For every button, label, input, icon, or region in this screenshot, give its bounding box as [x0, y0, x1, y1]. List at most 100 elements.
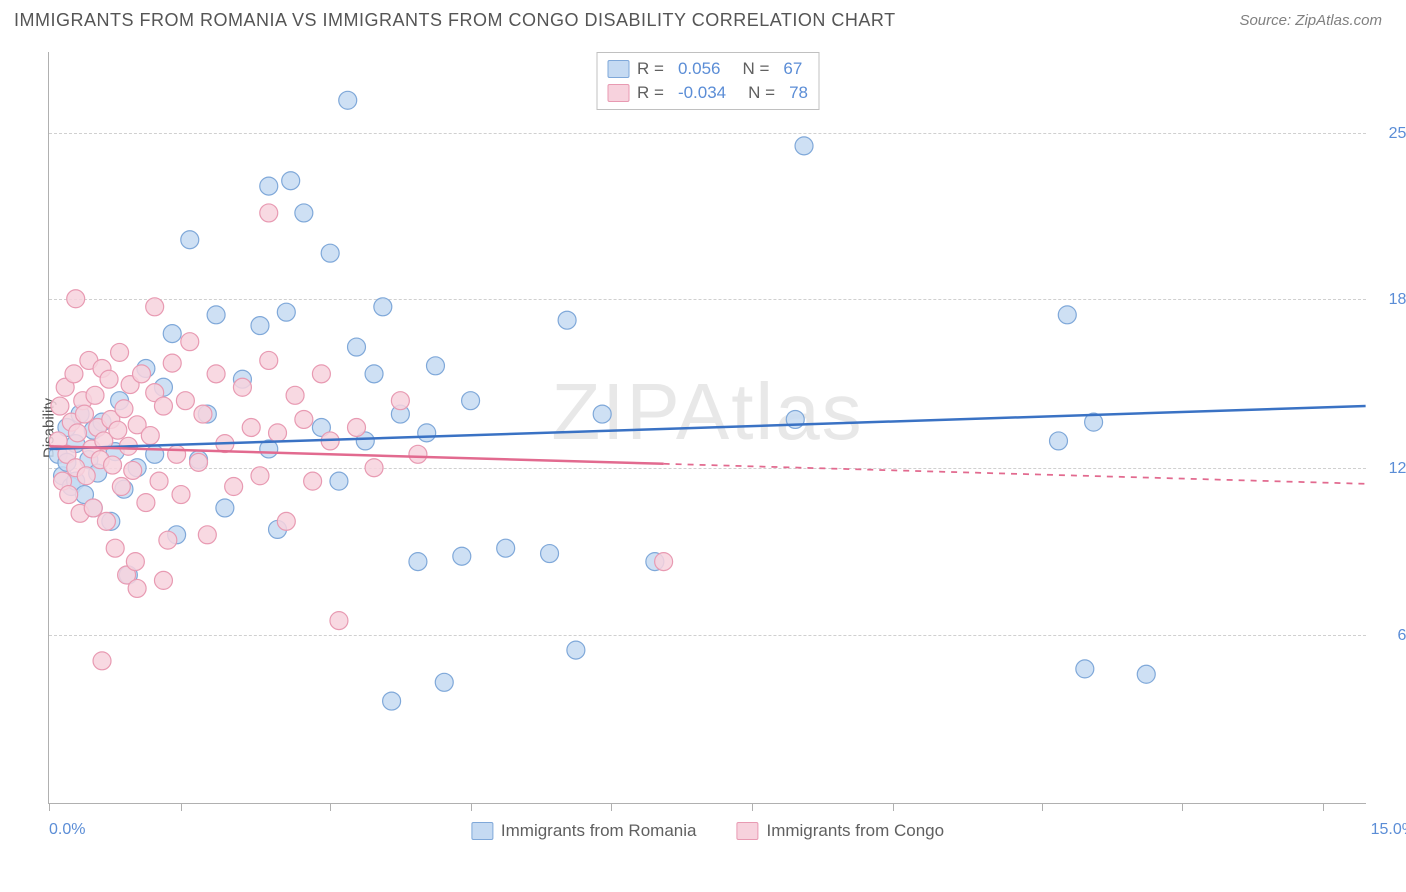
data-point — [348, 338, 366, 356]
data-point — [321, 244, 339, 262]
legend-n-value: 78 — [783, 83, 808, 103]
data-point — [260, 351, 278, 369]
data-point — [93, 652, 111, 670]
data-point — [558, 311, 576, 329]
y-tick-label: 25.0% — [1389, 125, 1406, 143]
data-point — [100, 370, 118, 388]
legend-swatch — [471, 822, 493, 840]
data-point — [418, 424, 436, 442]
x-tick — [611, 803, 612, 811]
data-point — [104, 456, 122, 474]
data-point — [86, 386, 104, 404]
data-point — [435, 673, 453, 691]
data-point — [65, 365, 83, 383]
legend-label: Immigrants from Romania — [501, 821, 697, 841]
data-point — [97, 512, 115, 530]
data-point — [242, 419, 260, 437]
data-point — [146, 298, 164, 316]
legend-row: R =-0.034N =78 — [607, 81, 808, 105]
data-point — [141, 427, 159, 445]
data-point — [51, 397, 69, 415]
data-point — [68, 424, 86, 442]
source-attribution: Source: ZipAtlas.com — [1239, 12, 1382, 29]
data-point — [795, 137, 813, 155]
data-point — [60, 486, 78, 504]
data-point — [126, 553, 144, 571]
data-point — [1076, 660, 1094, 678]
data-point — [150, 472, 168, 490]
data-point — [207, 306, 225, 324]
chart-header: IMMIGRANTS FROM ROMANIA VS IMMIGRANTS FR… — [0, 0, 1406, 35]
data-point — [593, 405, 611, 423]
data-point — [282, 172, 300, 190]
legend-swatch — [607, 84, 629, 102]
data-point — [163, 354, 181, 372]
data-point — [111, 343, 129, 361]
x-axis-max-label: 15.0% — [1371, 821, 1406, 839]
data-point — [365, 459, 383, 477]
legend-r-value: 0.056 — [672, 59, 721, 79]
trend-line-extrapolated — [664, 464, 1366, 484]
data-point — [260, 177, 278, 195]
x-tick — [49, 803, 50, 811]
data-point — [655, 553, 673, 571]
data-point — [225, 478, 243, 496]
data-point — [75, 405, 93, 423]
data-point — [348, 419, 366, 437]
data-point — [1058, 306, 1076, 324]
data-point — [181, 231, 199, 249]
legend-row: R =0.056N =67 — [607, 57, 808, 81]
data-point — [194, 405, 212, 423]
data-point — [409, 553, 427, 571]
data-point — [109, 421, 127, 439]
y-tick-label: 18.8% — [1389, 291, 1406, 309]
data-point — [168, 445, 186, 463]
data-point — [124, 461, 142, 479]
data-point — [330, 612, 348, 630]
data-point — [260, 204, 278, 222]
data-point — [198, 526, 216, 544]
data-point — [339, 91, 357, 109]
x-tick — [330, 803, 331, 811]
legend-label: Immigrants from Congo — [766, 821, 944, 841]
data-point — [1050, 432, 1068, 450]
data-point — [462, 392, 480, 410]
legend-r-label: R = — [637, 83, 664, 103]
legend-n-value: 67 — [777, 59, 802, 79]
data-point — [159, 531, 177, 549]
data-point — [295, 204, 313, 222]
correlation-legend: R =0.056N =67R =-0.034N =78 — [596, 52, 819, 110]
data-point — [330, 472, 348, 490]
data-point — [1137, 665, 1155, 683]
data-point — [84, 499, 102, 517]
data-point — [67, 290, 85, 308]
data-point — [286, 386, 304, 404]
data-point — [115, 400, 133, 418]
legend-r-value: -0.034 — [672, 83, 726, 103]
y-tick-label: 12.5% — [1389, 460, 1406, 478]
data-point — [251, 317, 269, 335]
legend-swatch — [607, 60, 629, 78]
data-point — [216, 499, 234, 517]
data-point — [374, 298, 392, 316]
legend-item: Immigrants from Romania — [471, 821, 697, 841]
x-axis-min-label: 0.0% — [49, 821, 85, 839]
data-point — [391, 392, 409, 410]
data-point — [154, 571, 172, 589]
x-tick — [893, 803, 894, 811]
legend-swatch — [736, 822, 758, 840]
data-point — [409, 445, 427, 463]
scatter-plot — [49, 52, 1366, 803]
data-point — [181, 333, 199, 351]
data-point — [269, 424, 287, 442]
y-tick-label: 6.3% — [1398, 627, 1406, 645]
data-point — [112, 478, 130, 496]
data-point — [453, 547, 471, 565]
legend-r-label: R = — [637, 59, 664, 79]
x-tick — [471, 803, 472, 811]
data-point — [312, 365, 330, 383]
data-point — [383, 692, 401, 710]
x-tick — [1042, 803, 1043, 811]
x-tick — [1323, 803, 1324, 811]
chart-title: IMMIGRANTS FROM ROMANIA VS IMMIGRANTS FR… — [14, 10, 896, 31]
